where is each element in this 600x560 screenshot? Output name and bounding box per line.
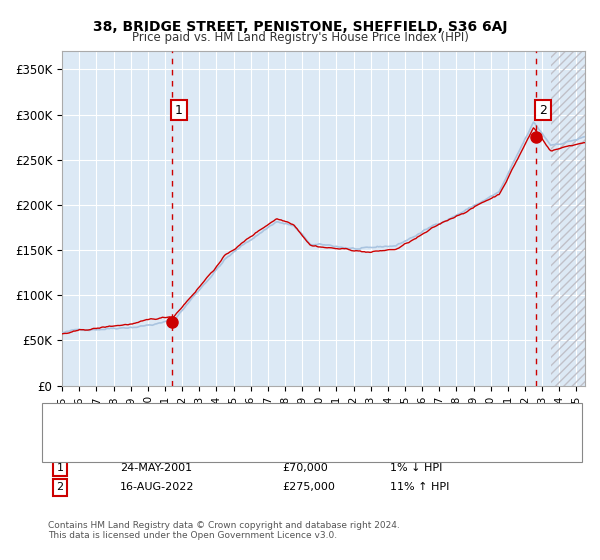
Text: £70,000: £70,000 xyxy=(282,463,328,473)
Bar xyxy=(551,52,585,386)
Text: 38, BRIDGE STREET, PENISTONE, SHEFFIELD, S36 6AJ: 38, BRIDGE STREET, PENISTONE, SHEFFIELD,… xyxy=(93,20,507,34)
Text: 24-MAY-2001: 24-MAY-2001 xyxy=(120,463,192,473)
Text: 2: 2 xyxy=(539,104,547,116)
Bar xyxy=(551,52,585,386)
Text: 1% ↓ HPI: 1% ↓ HPI xyxy=(390,463,442,473)
Text: £275,000: £275,000 xyxy=(282,482,335,492)
Text: Contains HM Land Registry data © Crown copyright and database right 2024.
This d: Contains HM Land Registry data © Crown c… xyxy=(48,521,400,540)
Text: 38, BRIDGE STREET, PENISTONE, SHEFFIELD, S36 6AJ (detached house): 38, BRIDGE STREET, PENISTONE, SHEFFIELD,… xyxy=(96,412,467,422)
Text: 11% ↑ HPI: 11% ↑ HPI xyxy=(390,482,449,492)
Text: 1: 1 xyxy=(175,104,183,116)
Text: 1: 1 xyxy=(56,463,64,473)
Text: Price paid vs. HM Land Registry's House Price Index (HPI): Price paid vs. HM Land Registry's House … xyxy=(131,31,469,44)
Text: 2: 2 xyxy=(56,482,64,492)
Text: HPI: Average price, detached house, Barnsley: HPI: Average price, detached house, Barn… xyxy=(96,429,334,439)
Text: 16-AUG-2022: 16-AUG-2022 xyxy=(120,482,194,492)
